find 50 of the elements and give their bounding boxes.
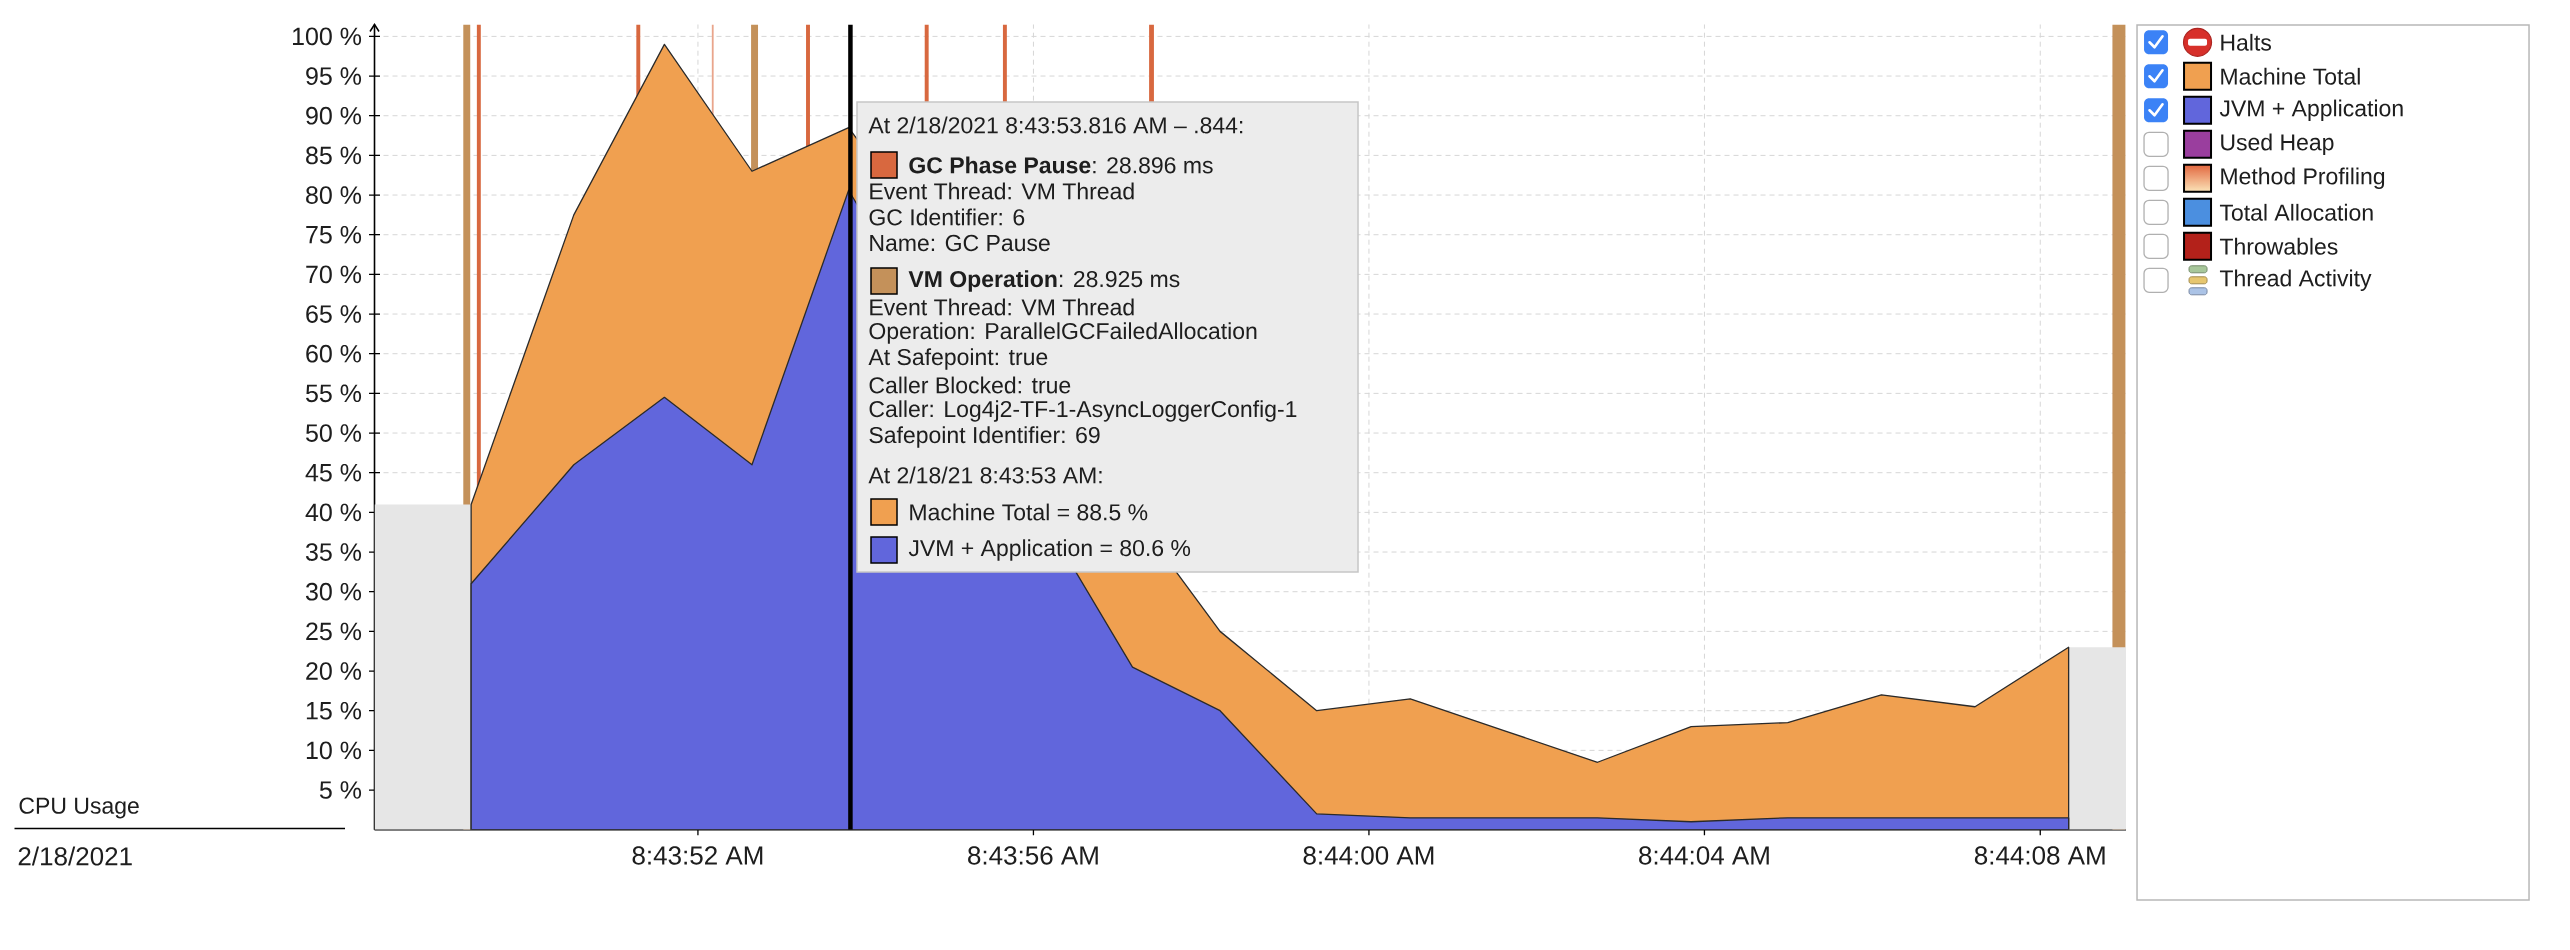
text: CPU Usage	[19, 797, 139, 819]
legend-label: Machine Total	[2221, 67, 2360, 85]
x-tick-label: 8:44:00 AM	[1303, 846, 1434, 865]
y-tick-label: 80 %	[306, 186, 362, 204]
annotation: Operation: ParallelGCFailedAllocation	[869, 322, 1257, 344]
x-tick-label: 8:43:56 AM	[968, 846, 1098, 865]
x-tick-label: 8:43:52 AM	[632, 846, 763, 865]
y-tick-label: 55 %	[305, 384, 362, 403]
y-tick-label: 50 %	[305, 424, 362, 442]
y-tick-label: 70 %	[306, 265, 362, 284]
y-tick-label: 95 %	[306, 67, 362, 85]
y-tick-label: 25 %	[306, 622, 362, 641]
annotation: Caller: Log4j2-TF-1-AsyncLoggerConfig-1	[869, 400, 1297, 422]
text: Thread Activity	[2219, 269, 2372, 292]
y-tick-label: 5 %	[319, 781, 362, 799]
annotation: Machine Total = 88.5 %	[910, 503, 1148, 521]
text: Method Profiling	[2221, 167, 2385, 190]
text: Throwables	[2219, 237, 2338, 255]
annotation: Safepoint Identifier: 69	[869, 426, 1100, 448]
text: Total Allocation	[2219, 203, 2373, 221]
annotation: At 2/18/21 8:43:53 AM:	[868, 466, 1102, 484]
x-tick-label: 8:44:08 AM	[1974, 846, 2105, 865]
y-tick-label: 100 %	[292, 27, 362, 46]
y-tick-label: 65 %	[306, 305, 362, 323]
y-tick-label: 85 %	[306, 146, 362, 165]
text: Halts	[2221, 33, 2271, 51]
y-tick-label: 30 %	[305, 582, 362, 601]
legend-label: JVM + Application	[2219, 99, 2403, 122]
annotation: VM Operation: 28.925 ms	[908, 270, 1180, 292]
y-tick-label: 40 %	[305, 503, 362, 522]
annotation: Caller Blocked: true	[869, 376, 1071, 394]
text: Used Heap	[2221, 133, 2334, 156]
text: 2/18/2021	[18, 846, 132, 866]
annotation: At 2/18/2021 8:43:53.816 AM – .844:	[868, 116, 1243, 134]
annotation: GC Phase Pause: 28.896 ms	[909, 156, 1213, 174]
y-tick-label: 90 %	[306, 106, 362, 125]
y-tick-label: 10 %	[306, 741, 362, 760]
y-tick-label: 15 %	[306, 701, 362, 720]
y-tick-label: 45 %	[305, 463, 362, 482]
y-tick-label: 75 %	[306, 225, 362, 244]
y-tick-label: 60 %	[306, 344, 362, 363]
annotation: Event Thread: VM Thread	[870, 298, 1134, 316]
y-tick-label: 20 %	[306, 662, 362, 680]
annotation: Event Thread: VM Thread	[870, 182, 1134, 200]
x-tick-label: 8:44:04 AM	[1639, 846, 1769, 865]
annotation: GC Identifier: 6	[869, 208, 1025, 226]
annotation: JVM + Application = 80.6 %	[908, 539, 1191, 561]
y-tick-label: 35 %	[305, 543, 362, 561]
annotation: Name: GC Pause	[870, 234, 1050, 252]
annotation: At Safepoint: true	[868, 348, 1048, 370]
